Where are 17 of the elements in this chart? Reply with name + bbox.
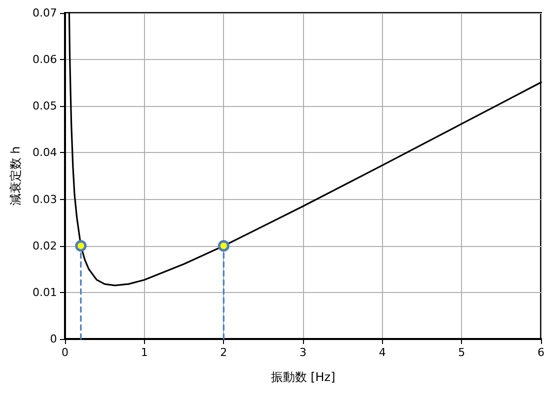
y-tick-label: 0.04 [32, 146, 57, 160]
y-tick-label: 0.07 [32, 6, 57, 20]
x-tick-label: 4 [378, 346, 386, 359]
y-axis-title: 減衰定数 h [8, 146, 23, 206]
y-tick-label: 0.01 [32, 286, 57, 299]
y-tick-label: 0.05 [32, 100, 57, 113]
y-tick-label: 0.03 [32, 192, 57, 206]
y-tick-label: 0.06 [32, 53, 57, 66]
y-tick-label: 0 [50, 332, 57, 346]
x-axis-title: 振動数 [Hz] [270, 370, 336, 384]
x-tick-label: 5 [458, 346, 466, 359]
x-tick-label: 0 [62, 346, 68, 359]
x-tick-label: 6 [538, 346, 544, 359]
x-tick-label: 2 [220, 346, 228, 359]
y-tick-label: 0.02 [32, 239, 57, 252]
x-tick-label: 3 [300, 346, 306, 359]
x-tick-label: 1 [140, 346, 148, 359]
